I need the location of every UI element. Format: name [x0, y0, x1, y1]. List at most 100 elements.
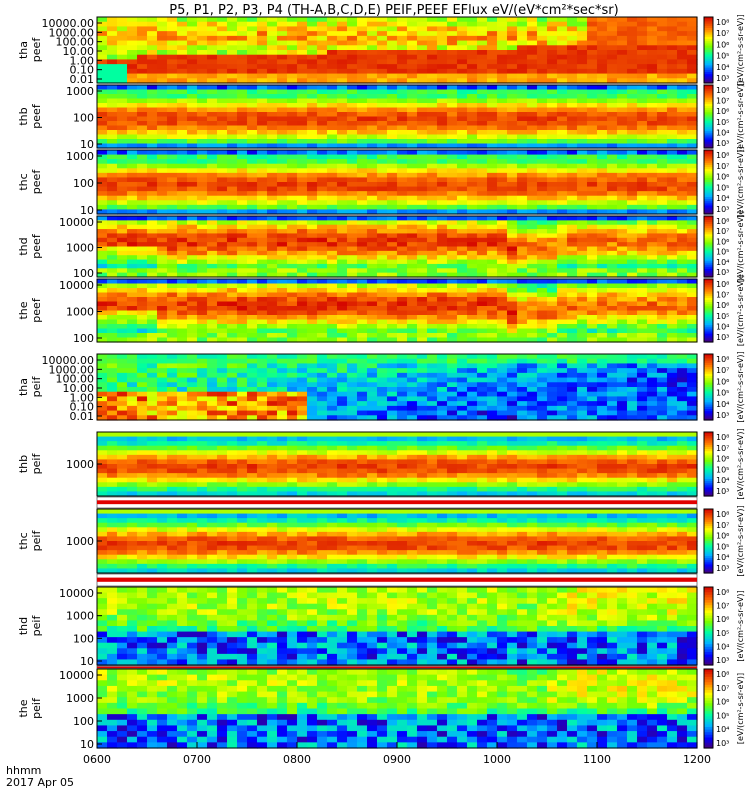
- heatmap-cell: [287, 31, 298, 37]
- colorbar-segment: [704, 175, 713, 179]
- heatmap-cell: [127, 59, 138, 65]
- colorbar-segment: [704, 304, 713, 307]
- heatmap-cell: [317, 195, 328, 201]
- heatmap-cell: [327, 263, 338, 269]
- y-tick-label: 0.10: [70, 64, 95, 77]
- heatmap-cell: [207, 415, 218, 421]
- heatmap-cell: [607, 209, 618, 215]
- heatmap-cell: [507, 54, 518, 61]
- y-tick-label: 100: [73, 332, 94, 345]
- heatmap-cell: [167, 89, 178, 95]
- heatmap-cell: [597, 272, 608, 278]
- heatmap-cell: [587, 121, 598, 127]
- heatmap-cell: [437, 242, 448, 248]
- colorbar-segment: [704, 45, 713, 49]
- heatmap-cell: [437, 195, 448, 201]
- heatmap-cell: [617, 246, 628, 252]
- heatmap-cell: [637, 306, 648, 312]
- heatmap-cell: [307, 35, 318, 42]
- heatmap-cell: [557, 134, 568, 140]
- heatmap-cell: [107, 73, 118, 79]
- heatmap-cell: [667, 103, 678, 109]
- heatmap-cell: [407, 204, 418, 211]
- heatmap-cell: [217, 139, 228, 145]
- heatmap-cell: [557, 337, 568, 343]
- heatmap-cell: [557, 130, 568, 136]
- heatmap-cell: [427, 255, 438, 261]
- heatmap-cell: [417, 94, 428, 100]
- colorbar-segment: [704, 23, 713, 27]
- heatmap-cell: [407, 45, 418, 51]
- heatmap-cell: [367, 26, 378, 32]
- heatmap-cell: [127, 237, 138, 243]
- heatmap-cell: [297, 237, 308, 243]
- heatmap-cell: [337, 391, 348, 398]
- heatmap-cell: [617, 204, 628, 211]
- heatmap-cell: [617, 292, 628, 298]
- heatmap-cell: [517, 209, 528, 215]
- heatmap-cell: [147, 209, 158, 215]
- heatmap-cell: [337, 143, 348, 149]
- heatmap-cell: [657, 237, 668, 243]
- heatmap-cell: [197, 297, 208, 303]
- colorbar-segment: [704, 226, 713, 229]
- heatmap-cell: [377, 168, 388, 174]
- colorbar-segment: [704, 36, 713, 40]
- heatmap-cell: [157, 204, 168, 211]
- heatmap-cell: [367, 143, 378, 149]
- heatmap-cell: [317, 372, 328, 379]
- heatmap-cell: [327, 328, 338, 334]
- heatmap-cell: [637, 89, 648, 95]
- heatmap-cell: [657, 26, 668, 32]
- heatmap-cell: [347, 177, 358, 183]
- heatmap-cell: [207, 363, 218, 369]
- heatmap-cell: [487, 107, 498, 113]
- heatmap-cell: [687, 98, 698, 104]
- heatmap-cell: [437, 358, 448, 365]
- heatmap-cell: [547, 64, 558, 70]
- heatmap-cell: [557, 283, 568, 289]
- heatmap-cell: [137, 319, 148, 325]
- heatmap-cell: [557, 250, 568, 256]
- heatmap-cell: [137, 209, 148, 215]
- heatmap-cell: [147, 168, 158, 174]
- heatmap-cell: [367, 216, 378, 221]
- heatmap-cell: [317, 168, 328, 174]
- heatmap-cell: [207, 125, 218, 131]
- heatmap-cell: [627, 224, 638, 230]
- heatmap-cell: [347, 195, 358, 201]
- heatmap-cell: [667, 112, 678, 118]
- heatmap-cell: [317, 382, 328, 388]
- heatmap-cell: [577, 263, 588, 269]
- heatmap-cell: [97, 250, 108, 256]
- heatmap-cell: [617, 220, 628, 226]
- heatmap-cell: [587, 224, 598, 230]
- heatmap-cell: [297, 143, 308, 149]
- heatmap-cell: [377, 306, 388, 312]
- heatmap-cell: [297, 182, 308, 188]
- heatmap-cell: [97, 21, 108, 28]
- heatmap-cell: [617, 73, 628, 79]
- heatmap-cell: [277, 382, 288, 388]
- heatmap-cell: [387, 40, 398, 46]
- heatmap-cell: [407, 328, 418, 334]
- heatmap-cell: [227, 288, 238, 294]
- heatmap-cell: [177, 233, 188, 239]
- heatmap-cell: [187, 246, 198, 252]
- heatmap-cell: [247, 143, 258, 149]
- heatmap-cell: [237, 242, 248, 248]
- heatmap-cell: [367, 410, 378, 416]
- heatmap-cell: [597, 35, 608, 42]
- heatmap-cell: [617, 103, 628, 109]
- heatmap-cell: [297, 78, 308, 84]
- heatmap-cell: [207, 246, 218, 252]
- heatmap-cell: [607, 306, 618, 312]
- heatmap-cell: [347, 405, 358, 412]
- colorbar-segment: [704, 61, 713, 64]
- heatmap-cell: [97, 387, 108, 393]
- heatmap-cell: [327, 50, 338, 56]
- heatmap-cell: [687, 154, 698, 160]
- heatmap-cell: [467, 324, 478, 330]
- y-tick-label: 10.00: [63, 45, 95, 58]
- heatmap-cell: [107, 50, 118, 56]
